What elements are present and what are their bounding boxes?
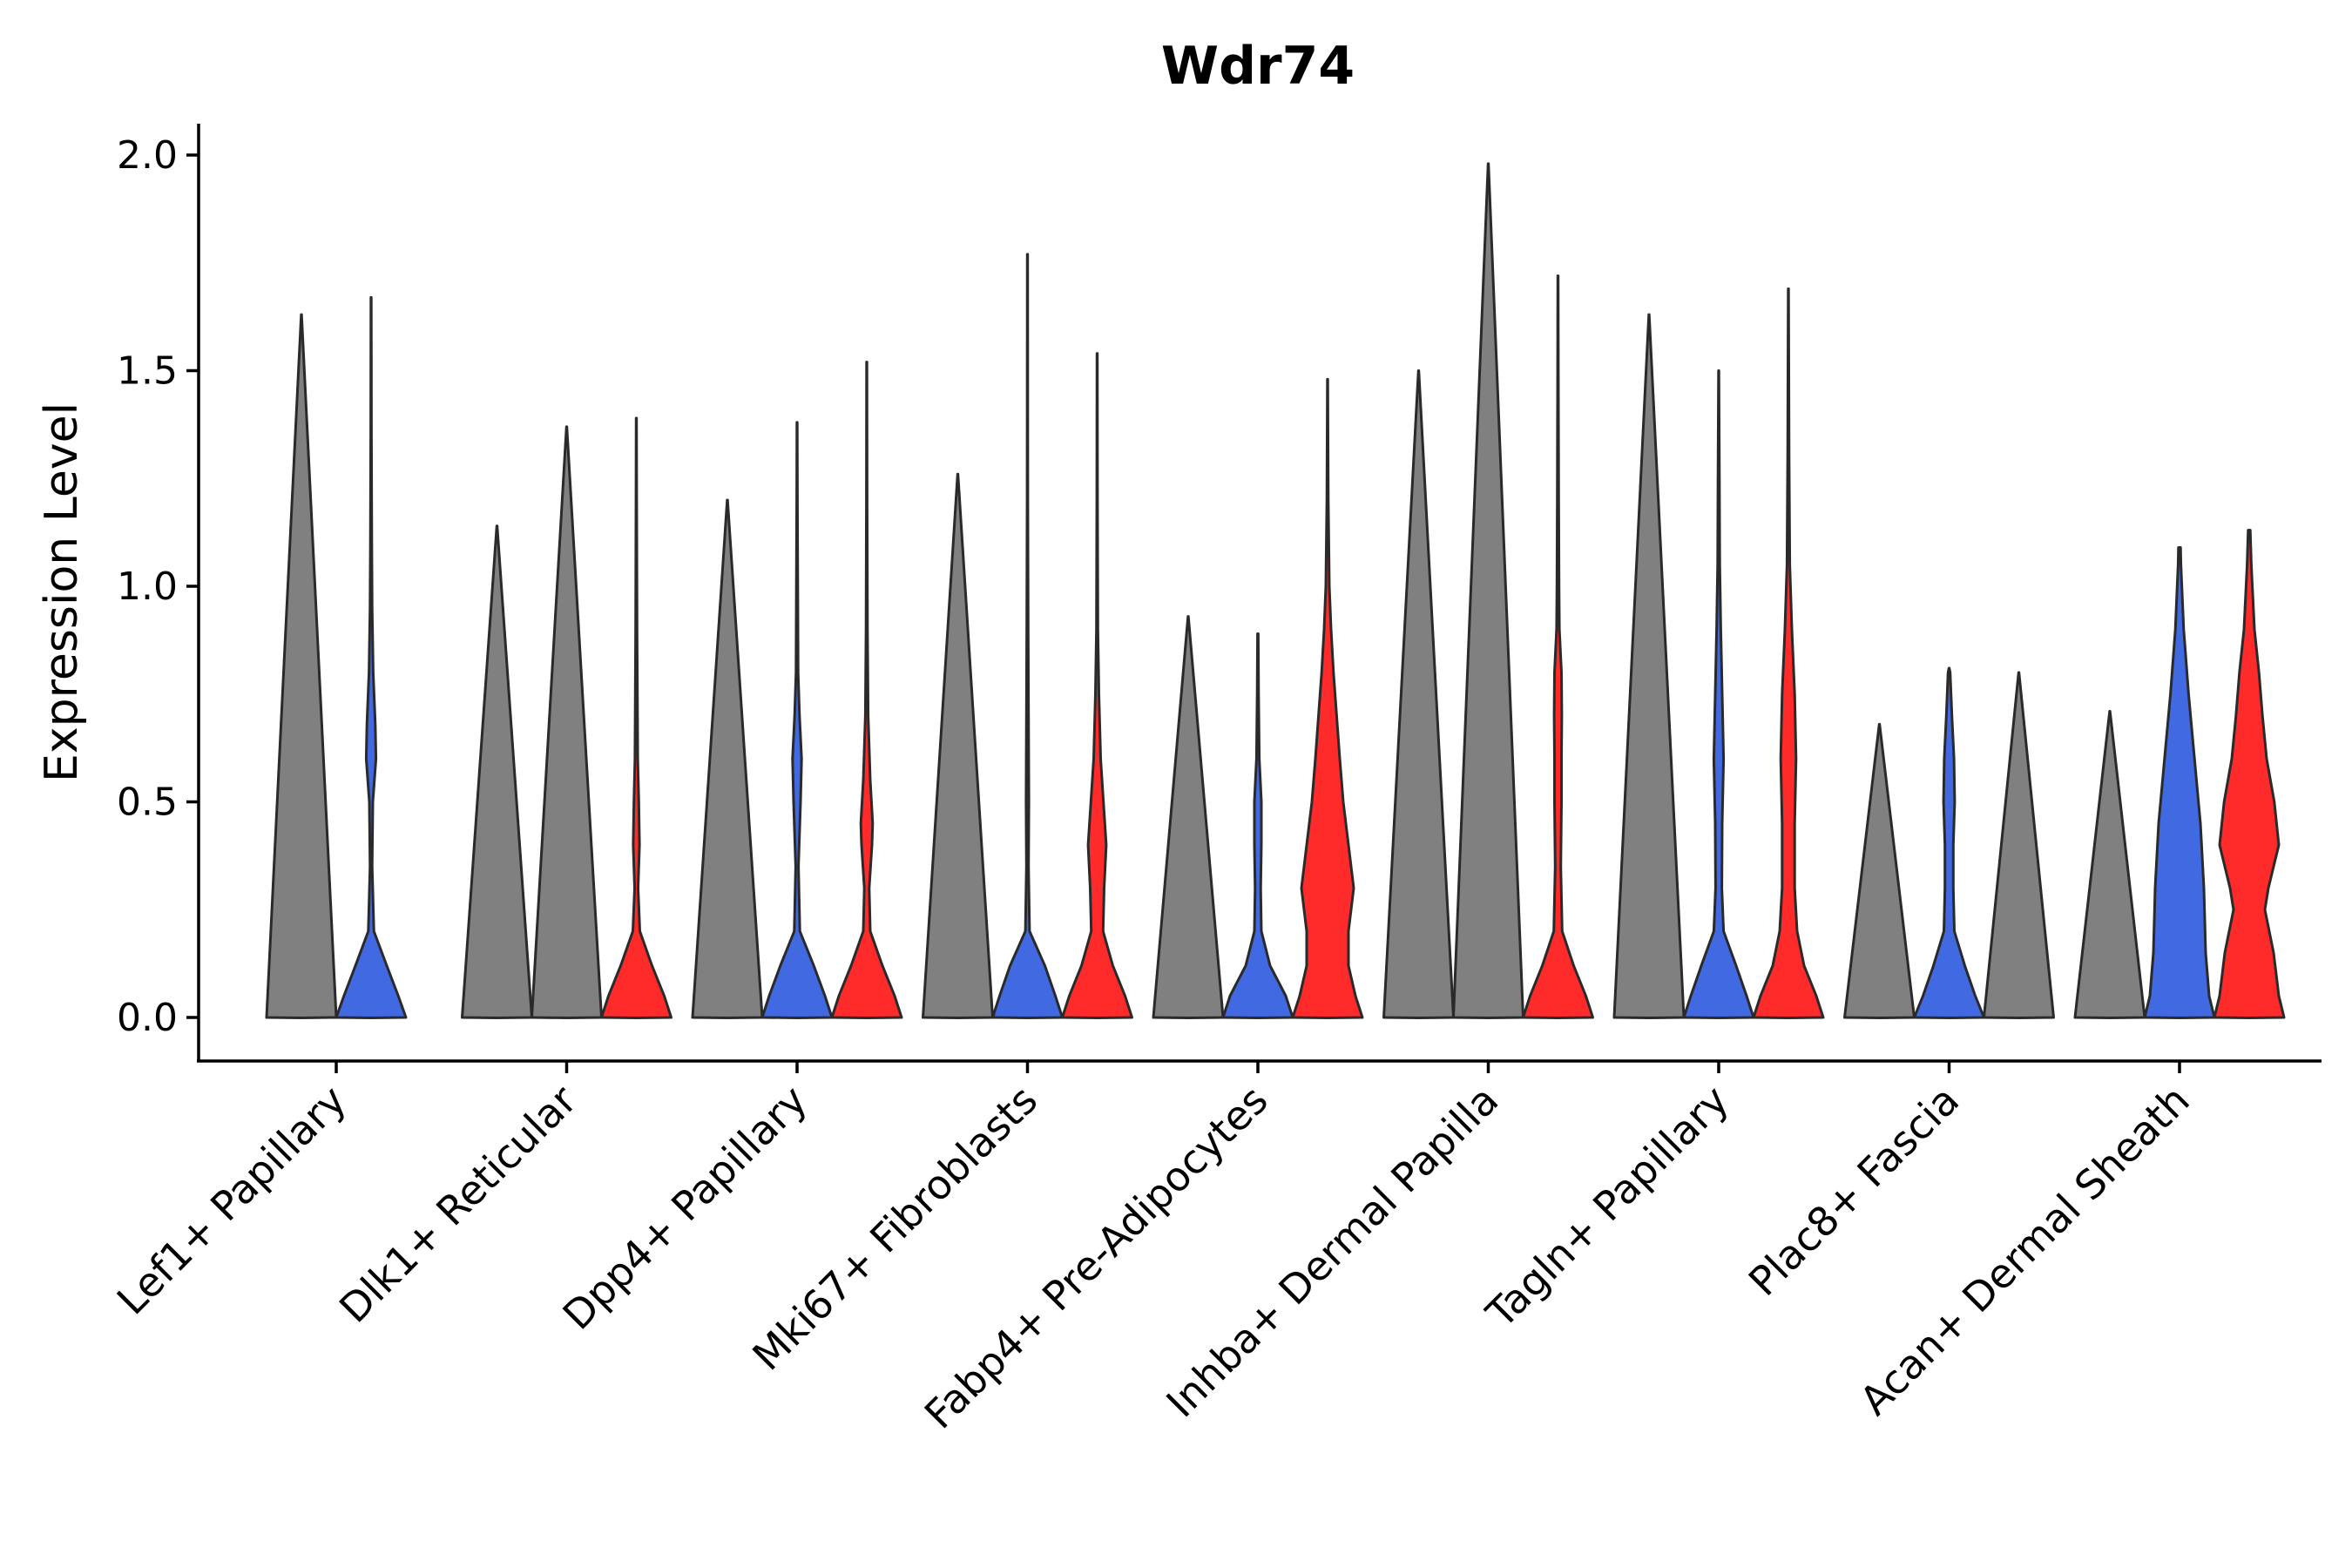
violin-group-a	[2073, 710, 2146, 1019]
violin-group-b	[1221, 632, 1294, 1019]
violin-group-c	[830, 361, 903, 1019]
violin-group-a	[691, 498, 764, 1019]
y-axis-label: Expression Level	[36, 402, 88, 782]
violin-group-a	[1843, 722, 1916, 1019]
violin-group-c	[1522, 274, 1594, 1019]
violin-group-c	[1752, 287, 1825, 1019]
violin-group-a	[265, 313, 338, 1019]
violin-group-b	[335, 295, 408, 1019]
violin-group-c	[600, 416, 672, 1019]
y-tick-label: 1.5	[117, 349, 178, 394]
violin-group-b	[1682, 369, 1755, 1019]
violin-layer	[265, 162, 2286, 1019]
y-axis-ticks: 0.0 0.5 1.0 1.5 2.0	[117, 133, 199, 1040]
x-tick-label: Lef1+ Papillary	[108, 1077, 355, 1324]
violin-group-a	[461, 524, 533, 1019]
x-tick-label: Tagln+ Papillary	[1477, 1077, 1738, 1338]
violin-group-b	[991, 253, 1064, 1019]
violin-group-a	[922, 472, 994, 1019]
violin-group-c	[1291, 377, 1364, 1019]
y-tick-label: 2.0	[117, 133, 178, 178]
x-tick-label: Plac8+ Fascia	[1740, 1077, 1968, 1305]
violin-group-a	[1612, 313, 1686, 1019]
y-tick-label: 0.5	[117, 781, 178, 825]
violin-group-a	[1983, 671, 2055, 1019]
violin-group-c	[2213, 529, 2286, 1019]
chart-title: Wdr74	[1161, 36, 1355, 97]
violin-group-a	[531, 425, 603, 1019]
violin-group-c	[1061, 352, 1133, 1019]
violin-group-a	[1452, 162, 1524, 1019]
violin-group-b	[2143, 545, 2216, 1019]
x-tick-label: Dlk1+ Reticular	[330, 1077, 585, 1332]
y-tick-label: 1.0	[117, 564, 178, 609]
x-tick-label: Dpp4+ Papillary	[554, 1077, 816, 1339]
y-tick-label: 0.0	[117, 996, 178, 1040]
violin-group-a	[1382, 369, 1455, 1019]
violin-group-b	[1913, 666, 1985, 1019]
violin-group-a	[1152, 615, 1225, 1019]
violin-group-b	[760, 421, 834, 1019]
